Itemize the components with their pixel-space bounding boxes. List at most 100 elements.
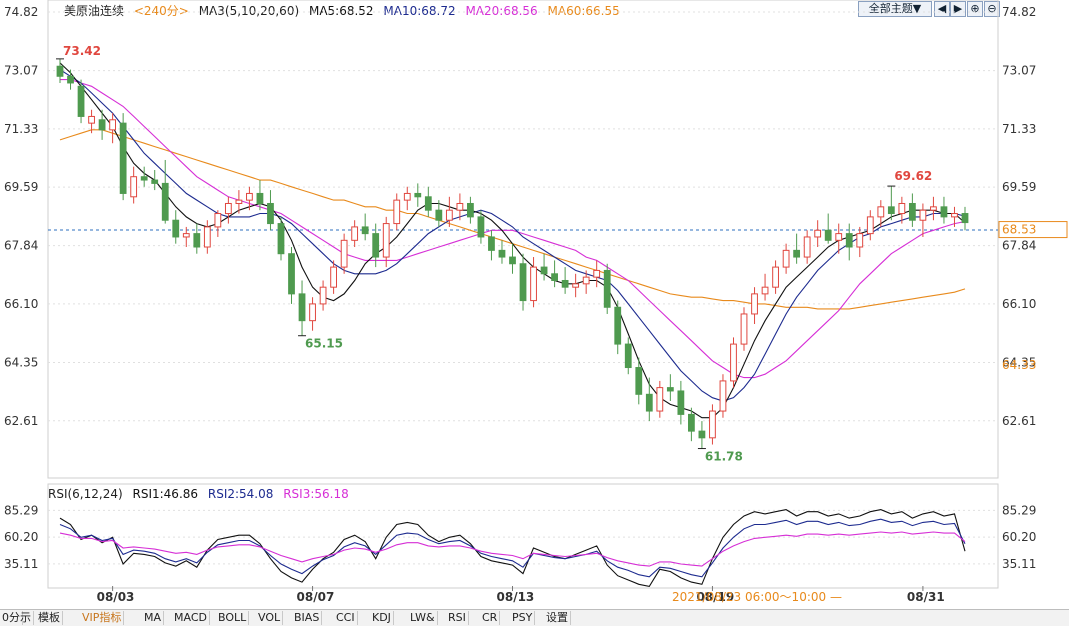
price-tick-left: 67.84 xyxy=(4,239,38,253)
tab-5[interactable]: MACD xyxy=(172,611,210,625)
candle-body xyxy=(456,202,464,211)
candle-body xyxy=(372,233,380,258)
zoom-in-icon[interactable]: ⊕ xyxy=(967,1,983,17)
candle xyxy=(488,230,495,261)
tab-2[interactable]: 模板 xyxy=(36,611,63,625)
tab-1[interactable]: 示 xyxy=(18,611,34,625)
candle-body xyxy=(467,202,474,218)
candle xyxy=(151,170,159,191)
rsi-label[interactable]: RSI(6,12,24) xyxy=(48,487,123,501)
candle xyxy=(908,193,916,227)
candle-body xyxy=(498,249,506,258)
candle xyxy=(67,69,74,90)
time-axis: 08/03 08/07 08/13 08/19 08/31 2021/08/23 06:0… xyxy=(97,586,945,604)
candle-body xyxy=(151,179,159,184)
candle-body xyxy=(709,410,716,439)
candle-body xyxy=(214,213,222,228)
candle-body xyxy=(288,253,295,295)
candle xyxy=(824,213,832,244)
price-tick-left: 62.61 xyxy=(4,414,38,428)
candle xyxy=(277,216,285,261)
candle xyxy=(877,200,885,227)
candle xyxy=(656,380,664,418)
rsi-header: RSI(6,12,24) RSI1:46.86 RSI2:54.08 RSI3:… xyxy=(48,487,355,501)
candle-body xyxy=(203,226,211,248)
time-label: 08/31 xyxy=(907,590,945,604)
price-tick-left: 66.10 xyxy=(4,297,38,311)
candle-body xyxy=(930,206,937,211)
candle-body xyxy=(172,219,180,238)
candle-body xyxy=(256,192,264,204)
chart-grid xyxy=(47,0,999,589)
candle xyxy=(193,223,201,254)
tab-15[interactable]: 设置 xyxy=(544,611,571,625)
tab-11[interactable]: LW& xyxy=(408,611,438,625)
candlesticks xyxy=(56,58,969,449)
candle xyxy=(161,159,169,224)
candle-body xyxy=(730,343,737,382)
candle xyxy=(267,190,274,231)
ma60-line xyxy=(59,129,966,310)
candle-body xyxy=(477,216,485,238)
candle xyxy=(519,253,527,311)
candle-body xyxy=(361,226,369,235)
annotation-high-end: 69.62 xyxy=(894,169,932,183)
chart-header: 美原油连续 <240分> MA3(5,10,20,60) MA5:68.52 M… xyxy=(64,2,626,19)
candle xyxy=(561,267,569,294)
candle-body xyxy=(814,229,822,238)
candle xyxy=(109,113,117,144)
candle xyxy=(719,374,727,418)
candle xyxy=(77,79,85,124)
candle-body xyxy=(98,119,106,131)
time-label: 08/19 xyxy=(696,590,734,604)
candle xyxy=(530,257,537,308)
candle xyxy=(498,240,506,264)
candle xyxy=(730,337,737,388)
rsi-tick-right: 35.11 xyxy=(1002,557,1036,571)
instrument-name: 美原油连续 xyxy=(64,4,125,18)
zoom-out-icon[interactable]: ⊖ xyxy=(984,1,1000,17)
price-tick-right: 62.61 xyxy=(1002,414,1036,428)
price-tick-left: 71.33 xyxy=(4,122,38,136)
tab-3[interactable]: VIP指标 xyxy=(80,611,125,625)
candle xyxy=(88,109,95,134)
tab-10[interactable]: KDJ xyxy=(370,611,394,625)
candle xyxy=(235,190,243,214)
candle-body xyxy=(919,209,927,221)
candle xyxy=(930,196,937,221)
candle xyxy=(898,196,906,224)
candle xyxy=(393,193,401,231)
tab-13[interactable]: CR xyxy=(480,611,501,625)
rsi-tick-right: 60.20 xyxy=(1002,530,1036,544)
candle-body xyxy=(614,306,622,345)
candle-body xyxy=(140,176,148,181)
candle xyxy=(793,233,801,264)
tab-4[interactable]: MA xyxy=(142,611,165,625)
candle xyxy=(940,196,948,224)
tab-6[interactable]: BOLL xyxy=(216,611,250,625)
tab-8[interactable]: BIAS xyxy=(292,611,323,625)
prev-icon[interactable]: ◀ xyxy=(934,1,950,17)
candle xyxy=(866,210,874,241)
candle-body xyxy=(509,256,516,265)
ma-indicator-label[interactable]: MA3(5,10,20,60) xyxy=(198,4,300,18)
candle-body xyxy=(530,266,537,302)
candle xyxy=(98,109,106,140)
period-label[interactable]: <240分> xyxy=(133,4,189,18)
tab-9[interactable]: CCI xyxy=(334,611,358,625)
candle-body xyxy=(582,276,590,285)
tab-7[interactable]: VOL xyxy=(256,611,284,625)
current-price-tag xyxy=(998,221,1068,239)
candle-body xyxy=(624,343,632,369)
candle xyxy=(677,380,685,425)
candle-body xyxy=(803,236,811,258)
candle xyxy=(887,186,895,221)
price-panel-frame xyxy=(47,0,999,479)
tab-12[interactable]: RSI xyxy=(446,611,469,625)
next-icon[interactable]: ▶ xyxy=(950,1,966,17)
tab-0[interactable]: 0分 xyxy=(0,611,23,625)
annotation-low-2: 61.78 xyxy=(705,450,743,464)
candle-body xyxy=(940,206,948,218)
tab-14[interactable]: PSY xyxy=(510,611,536,625)
